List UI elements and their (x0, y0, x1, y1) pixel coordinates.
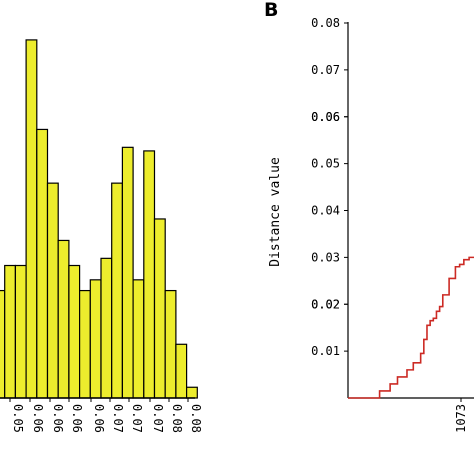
histogram-bar (78, 289, 91, 399)
histogram-bar (89, 279, 102, 399)
histogram-tick-label: 0.06 (31, 404, 45, 433)
distance-series-line (348, 256, 474, 399)
histogram-bar (4, 264, 16, 399)
histogram-bar (68, 264, 81, 399)
histogram-tick-label: 0.08 (189, 404, 203, 433)
histogram-bar (175, 343, 188, 399)
panel-label-b: B (264, 0, 278, 21)
histogram-bar (153, 218, 166, 399)
histogram-tick-label: 0.08 (170, 404, 184, 433)
histogram-bar (46, 182, 59, 399)
histogram-bar (186, 386, 198, 399)
histogram-tick-label: 0.06 (70, 404, 84, 433)
y-tick-label: 0.04 (311, 204, 340, 218)
histogram-bar (0, 289, 6, 399)
y-tick-label: 0.02 (311, 297, 340, 311)
x-tick-label: 1073 (454, 404, 468, 433)
y-tick-label: 0.07 (311, 63, 340, 77)
histogram-tick-label: 0.06 (51, 404, 65, 433)
histogram-tick-label: 0.07 (130, 404, 144, 433)
histogram-bar (25, 39, 38, 399)
y-tick-label: 0.03 (311, 250, 340, 264)
histogram-tick-label: 0.06 (92, 404, 106, 433)
y-tick-label: 0.05 (311, 157, 340, 171)
histogram-bar (14, 264, 27, 399)
y-axis-label: Distance value (268, 157, 283, 267)
histogram-tick-label: 0.07 (111, 404, 125, 433)
histogram-bar (121, 146, 134, 399)
histogram-bar (164, 289, 177, 399)
line-chart-y-ticks: 0.080.070.060.060.050.040.030.020.020.01 (311, 16, 348, 358)
histogram-tick-labels: 0.05 0.06 0.06 0.06 0.06 0.07 0.07 0.07 0.08 0.08 (9, 398, 203, 433)
histogram-bar (132, 279, 145, 399)
y-tick-label: 0.08 (311, 16, 340, 30)
histogram-bar (143, 150, 156, 399)
y-tick-label: 0.06 (311, 110, 340, 124)
histogram-bar (111, 182, 123, 399)
y-tick-label: 0.06 (311, 110, 340, 124)
y-tick-label: 0.02 (311, 297, 340, 311)
y-tick-label: 0.01 (311, 344, 340, 358)
histogram-bar (100, 257, 113, 399)
histogram-tick-label: 0.07 (151, 404, 165, 433)
line-chart-x-ticks: 10732146 (454, 398, 468, 433)
histogram-bar (36, 128, 49, 399)
histogram-panel (0, 39, 198, 399)
histogram-tick-label: 0.05 (11, 404, 25, 433)
histogram-bar (57, 239, 70, 399)
